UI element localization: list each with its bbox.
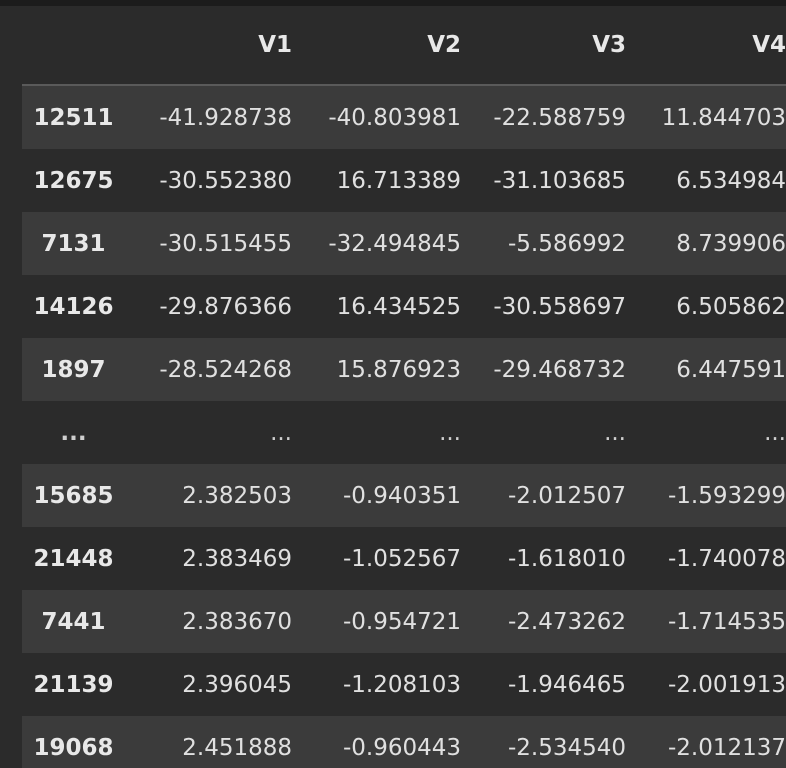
table-row: 21448 2.383469 -1.052567 -1.618010 -1.74… [22, 527, 786, 590]
table-cell: 6.447591 [676, 356, 786, 383]
table-cell: -0.960443 [342, 734, 461, 761]
row-index: 15685 [33, 482, 114, 509]
window-top-edge [0, 0, 786, 6]
table-cell: -30.552380 [159, 167, 292, 194]
dataframe-output: V1 V2 V3 V4 12511 -41.928738 -40.803981 … [22, 6, 786, 768]
table-cell: ... [270, 419, 292, 446]
column-header-v2: V2 [299, 6, 468, 86]
table-cell: -2.473262 [507, 608, 626, 635]
table-cell: -0.940351 [342, 482, 461, 509]
table-cell: ... [439, 419, 461, 446]
row-index: 1897 [41, 356, 106, 383]
table-body: 12511 -41.928738 -40.803981 -22.588759 1… [22, 85, 786, 768]
row-index: 12511 [33, 104, 114, 131]
table-cell: -2.534540 [507, 734, 626, 761]
column-header-v4: V4 [633, 6, 786, 86]
table-row: 15685 2.382503 -0.940351 -2.012507 -1.59… [22, 464, 786, 527]
table-cell: -5.586992 [507, 230, 626, 257]
table-cell: -1.593299 [667, 482, 786, 509]
table-cell: ... [764, 419, 786, 446]
dataframe-table: V1 V2 V3 V4 12511 -41.928738 -40.803981 … [22, 6, 786, 768]
table-cell: 6.505862 [676, 293, 786, 320]
row-index: ... [60, 419, 87, 446]
table-cell: -29.468732 [493, 356, 626, 383]
table-cell: -1.208103 [342, 671, 461, 698]
table-cell: 16.713389 [336, 167, 461, 194]
table-cell: 15.876923 [336, 356, 461, 383]
table-cell: -22.588759 [493, 104, 626, 131]
table-cell: 6.534984 [676, 167, 786, 194]
table-cell: -1.714535 [667, 608, 786, 635]
table-cell: -31.103685 [493, 167, 626, 194]
table-cell: -32.494845 [328, 230, 461, 257]
table-cell: -1.740078 [667, 545, 786, 572]
table-row: 19068 2.451888 -0.960443 -2.534540 -2.01… [22, 716, 786, 768]
table-cell: 2.383469 [182, 545, 292, 572]
row-index: 19068 [33, 734, 114, 761]
truncation-row: ... ... ... ... ... [22, 401, 786, 464]
table-header: V1 V2 V3 V4 [22, 6, 786, 86]
table-row: 7441 2.383670 -0.954721 -2.473262 -1.714… [22, 590, 786, 653]
table-cell: -28.524268 [159, 356, 292, 383]
table-cell: -41.928738 [159, 104, 292, 131]
index-column-header [22, 6, 125, 86]
table-cell: -1.618010 [507, 545, 626, 572]
row-index: 21448 [33, 545, 114, 572]
table-cell: -2.012507 [507, 482, 626, 509]
table-cell: 11.844703 [661, 104, 786, 131]
table-cell: -0.954721 [342, 608, 461, 635]
table-cell: -29.876366 [159, 293, 292, 320]
table-row: 12675 -30.552380 16.713389 -31.103685 6.… [22, 149, 786, 212]
table-cell: 8.739906 [676, 230, 786, 257]
table-cell: ... [604, 419, 626, 446]
column-header-v1: V1 [125, 6, 299, 86]
row-index: 7131 [41, 230, 106, 257]
table-cell: -2.012137 [667, 734, 786, 761]
table-cell: -40.803981 [328, 104, 461, 131]
table-cell: 2.451888 [182, 734, 292, 761]
table-cell: 16.434525 [336, 293, 461, 320]
table-cell: -30.558697 [493, 293, 626, 320]
table-cell: 2.382503 [182, 482, 292, 509]
table-cell: -1.052567 [342, 545, 461, 572]
table-cell: -1.946465 [507, 671, 626, 698]
table-cell: -30.515455 [159, 230, 292, 257]
table-cell: -2.001913 [667, 671, 786, 698]
row-index: 7441 [41, 608, 106, 635]
column-header-v3: V3 [468, 6, 633, 86]
table-cell: 2.383670 [182, 608, 292, 635]
table-row: 1897 -28.524268 15.876923 -29.468732 6.4… [22, 338, 786, 401]
table-row: 7131 -30.515455 -32.494845 -5.586992 8.7… [22, 212, 786, 275]
table-row: 14126 -29.876366 16.434525 -30.558697 6.… [22, 275, 786, 338]
row-index: 12675 [33, 167, 114, 194]
header-row: V1 V2 V3 V4 [22, 6, 786, 86]
table-cell: 2.396045 [182, 671, 292, 698]
row-index: 14126 [33, 293, 114, 320]
table-row: 12511 -41.928738 -40.803981 -22.588759 1… [22, 85, 786, 149]
table-row: 21139 2.396045 -1.208103 -1.946465 -2.00… [22, 653, 786, 716]
row-index: 21139 [33, 671, 114, 698]
